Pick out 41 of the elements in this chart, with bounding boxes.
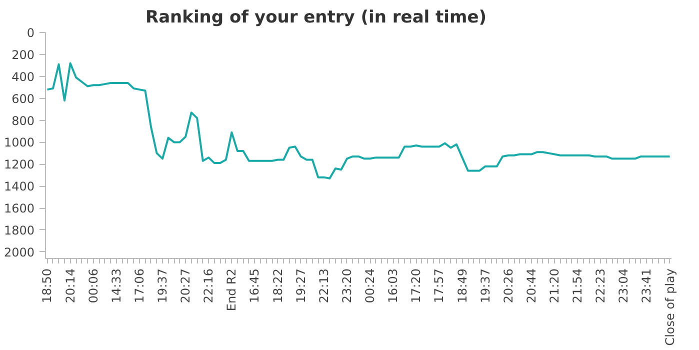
x-tick-label: 20:26 bbox=[501, 268, 516, 304]
y-tick-label: 2000 bbox=[4, 245, 35, 260]
y-tick-label: 1200 bbox=[4, 158, 35, 172]
x-tick-label: 14:33 bbox=[109, 268, 124, 304]
chart-title: Ranking of your entry (in real time) bbox=[146, 8, 487, 28]
x-tick-label: 22:16 bbox=[202, 268, 216, 304]
x-tick-label: 17:06 bbox=[132, 268, 146, 304]
x-tick-label: 00:24 bbox=[363, 268, 378, 304]
x-tick-label: 22:13 bbox=[316, 268, 331, 304]
y-tick-label: 1800 bbox=[4, 223, 35, 238]
x-tick-label: 16:45 bbox=[248, 268, 262, 304]
x-tick-label: 20:27 bbox=[178, 268, 193, 304]
y-tick-label: 200 bbox=[12, 48, 34, 62]
x-tick-label: 00:06 bbox=[86, 268, 100, 304]
x-tick-label: 16:03 bbox=[386, 268, 400, 304]
y-tick-label: 1600 bbox=[4, 202, 35, 216]
x-tick-label: End R2 bbox=[224, 268, 239, 312]
y-tick-label: 400 bbox=[12, 70, 34, 84]
x-tick-label: 19:37 bbox=[478, 268, 492, 304]
x-tick-label: 18:22 bbox=[270, 268, 285, 304]
y-tick-label: 0 bbox=[26, 26, 35, 40]
x-tick-label: 19:27 bbox=[294, 268, 308, 304]
x-tick-label: 19:37 bbox=[156, 268, 170, 304]
x-tick-label: Close of play bbox=[662, 268, 677, 346]
y-tick-label: 1000 bbox=[4, 136, 35, 150]
x-tick-label: 23:20 bbox=[340, 268, 354, 304]
x-tick-label: 23:04 bbox=[616, 268, 631, 304]
x-tick-label: 20:14 bbox=[63, 268, 78, 304]
x-tick-label: 17:20 bbox=[409, 268, 424, 304]
x-tick-label: 23:41 bbox=[640, 268, 654, 304]
x-tick-label: 22:23 bbox=[594, 268, 608, 304]
x-tick-label: 18:49 bbox=[455, 268, 470, 304]
line-series bbox=[46, 62, 671, 180]
x-tick-label: 17:57 bbox=[432, 268, 446, 304]
y-tick-label: 600 bbox=[12, 92, 34, 106]
y-tick-label: 1400 bbox=[4, 180, 35, 194]
x-tick-label: 18:50 bbox=[40, 268, 54, 304]
x-tick-label: 20:44 bbox=[524, 268, 538, 304]
x-tick-label: 21:54 bbox=[570, 268, 585, 304]
y-tick-label: 800 bbox=[12, 114, 34, 128]
x-tick-label: 21:20 bbox=[547, 268, 562, 304]
